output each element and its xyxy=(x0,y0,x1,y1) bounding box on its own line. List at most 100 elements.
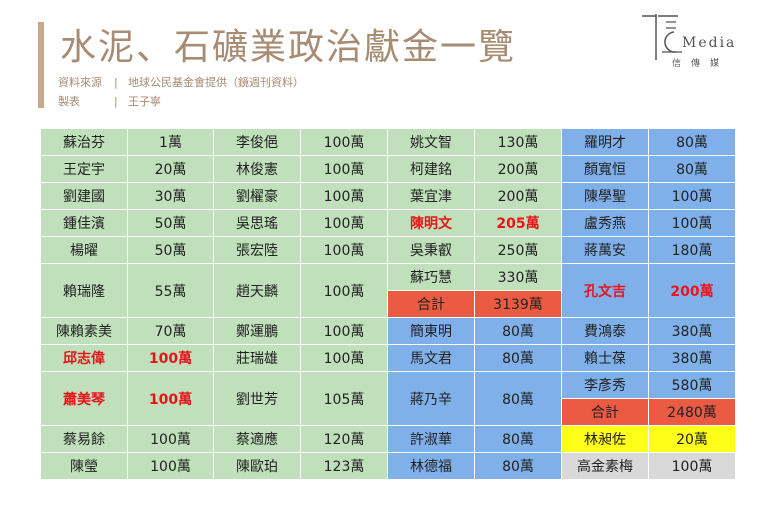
amount-cell-highlighted: 100萬 xyxy=(127,344,214,372)
amount-cell: 80萬 xyxy=(648,128,736,156)
name-cell: 李俊俋 xyxy=(213,128,301,156)
total-amount: 2480萬 xyxy=(648,398,736,426)
amount-cell: 20萬 xyxy=(648,425,736,453)
table-row: 蕭美琴 100萬 劉世芳 105萬 蔣乃辛 80萬 李彥秀 580萬 xyxy=(40,371,736,426)
name-cell: 劉建國 xyxy=(40,182,128,210)
amount-cell: 100萬 xyxy=(648,182,736,210)
amount-cell: 123萬 xyxy=(300,452,388,480)
amount-cell: 55萬 xyxy=(127,263,214,318)
amount-cell: 100萬 xyxy=(300,263,388,318)
amount-cell: 80萬 xyxy=(474,317,562,345)
name-cell: 許淑華 xyxy=(387,425,475,453)
maker-text: 王子寧 xyxy=(128,95,161,108)
name-cell: 蘇巧慧 xyxy=(387,263,475,291)
amount-cell-highlighted: 200萬 xyxy=(648,263,736,318)
amount-cell: 50萬 xyxy=(127,209,214,237)
source-line: 資料來源 | 地球公民基金會提供（鏡週刊資料） xyxy=(58,74,304,90)
table-row: 蘇治芬 1萬 李俊俋 100萬 姚文智 130萬 羅明才 80萬 xyxy=(40,128,736,156)
amount-cell: 80萬 xyxy=(474,344,562,372)
amount-cell: 80萬 xyxy=(648,155,736,183)
name-cell: 李彥秀 xyxy=(561,371,649,399)
name-cell: 吳秉叡 xyxy=(387,236,475,264)
table-row: 王定宇 20萬 林俊憲 100萬 柯建銘 200萬 顏寬恒 80萬 xyxy=(40,155,736,183)
name-cell: 林俊憲 xyxy=(213,155,301,183)
name-cell: 盧秀燕 xyxy=(561,209,649,237)
name-cell: 顏寬恒 xyxy=(561,155,649,183)
amount-cell: 30萬 xyxy=(127,182,214,210)
name-cell: 張宏陸 xyxy=(213,236,301,264)
name-cell: 楊曜 xyxy=(40,236,128,264)
name-cell: 陳學聖 xyxy=(561,182,649,210)
name-cell: 鍾佳濱 xyxy=(40,209,128,237)
name-cell: 趙天麟 xyxy=(213,263,301,318)
amount-cell: 100萬 xyxy=(300,155,388,183)
amount-cell: 380萬 xyxy=(648,344,736,372)
table-row: 合計 3139萬 xyxy=(41,290,736,318)
name-cell: 劉櫂豪 xyxy=(213,182,301,210)
name-cell: 陳賴素美 xyxy=(40,317,128,345)
page-title: 水泥、石礦業政治獻金一覽 xyxy=(60,27,517,68)
source-label: 資料來源 xyxy=(58,76,102,89)
name-cell: 王定宇 xyxy=(40,155,128,183)
table-row: 邱志偉 100萬 莊瑞雄 100萬 馬文君 80萬 賴士葆 380萬 xyxy=(40,344,736,372)
amount-cell: 100萬 xyxy=(300,182,388,210)
amount-cell: 20萬 xyxy=(127,155,214,183)
source-text: 地球公民基金會提供（鏡週刊資料） xyxy=(128,76,304,89)
table-row: 鍾佳濱 50萬 吳思瑤 100萬 陳明文 205萬 盧秀燕 100萬 xyxy=(40,209,736,237)
amount-cell: 105萬 xyxy=(300,371,388,426)
amount-cell: 100萬 xyxy=(648,209,736,237)
name-cell: 鄭運鵬 xyxy=(213,317,301,345)
amount-cell: 330萬 xyxy=(474,263,562,291)
amount-cell: 70萬 xyxy=(127,317,214,345)
name-cell: 林昶佐 xyxy=(561,425,649,453)
table-row: 陳賴素美 70萬 鄭運鵬 100萬 簡東明 80萬 費鴻泰 380萬 xyxy=(40,317,736,345)
amount-cell-highlighted: 205萬 xyxy=(474,209,562,237)
name-cell: 蔡易餘 xyxy=(40,425,128,453)
name-cell: 吳思瑤 xyxy=(213,209,301,237)
amount-cell: 100萬 xyxy=(300,236,388,264)
name-cell: 蔣萬安 xyxy=(561,236,649,264)
name-cell-highlighted: 邱志偉 xyxy=(40,344,128,372)
amount-cell: 50萬 xyxy=(127,236,214,264)
logo-word: Media xyxy=(682,35,737,51)
name-cell: 葉宜津 xyxy=(387,182,475,210)
amount-cell: 100萬 xyxy=(300,317,388,345)
amount-cell: 100萬 xyxy=(300,344,388,372)
amount-cell: 80萬 xyxy=(474,452,562,480)
name-cell: 蔡適應 xyxy=(213,425,301,453)
table-row: 劉建國 30萬 劉櫂豪 100萬 葉宜津 200萬 陳學聖 100萬 xyxy=(40,182,736,210)
name-cell: 賴瑞隆 xyxy=(40,263,128,318)
name-cell: 簡東明 xyxy=(387,317,475,345)
amount-cell: 100萬 xyxy=(648,452,736,480)
name-cell: 馬文君 xyxy=(387,344,475,372)
amount-cell: 120萬 xyxy=(300,425,388,453)
name-cell: 費鴻泰 xyxy=(561,317,649,345)
table-row: 楊曜 50萬 張宏陸 100萬 吳秉叡 250萬 蔣萬安 180萬 xyxy=(40,236,736,264)
amount-cell: 130萬 xyxy=(474,128,562,156)
name-cell: 莊瑞雄 xyxy=(213,344,301,372)
logo-subtitle: 信傳媒 xyxy=(672,59,730,69)
total-amount: 3139萬 xyxy=(474,290,562,318)
amount-cell: 80萬 xyxy=(474,371,562,426)
name-cell: 姚文智 xyxy=(387,128,475,156)
amount-cell: 80萬 xyxy=(474,425,562,453)
name-cell: 林德福 xyxy=(387,452,475,480)
amount-cell: 180萬 xyxy=(648,236,736,264)
title-accent-bar xyxy=(38,22,44,108)
name-cell: 柯建銘 xyxy=(387,155,475,183)
amount-cell: 100萬 xyxy=(127,452,214,480)
amount-cell: 580萬 xyxy=(648,371,736,399)
amount-cell: 100萬 xyxy=(300,128,388,156)
total-label: 合計 xyxy=(561,398,649,426)
amount-cell: 380萬 xyxy=(648,317,736,345)
amount-cell: 200萬 xyxy=(474,155,562,183)
amount-cell-highlighted: 100萬 xyxy=(127,371,214,426)
name-cell-highlighted: 陳明文 xyxy=(387,209,475,237)
source-separator: | xyxy=(114,76,118,89)
amount-cell: 200萬 xyxy=(474,182,562,210)
name-cell: 羅明才 xyxy=(561,128,649,156)
donation-table: 蘇治芬 1萬 李俊俋 100萬 姚文智 130萬 羅明才 80萬 王定宇 20萬… xyxy=(40,128,736,480)
name-cell-highlighted: 孔文吉 xyxy=(561,263,649,318)
amount-cell: 100萬 xyxy=(300,209,388,237)
total-label: 合計 xyxy=(387,290,475,318)
